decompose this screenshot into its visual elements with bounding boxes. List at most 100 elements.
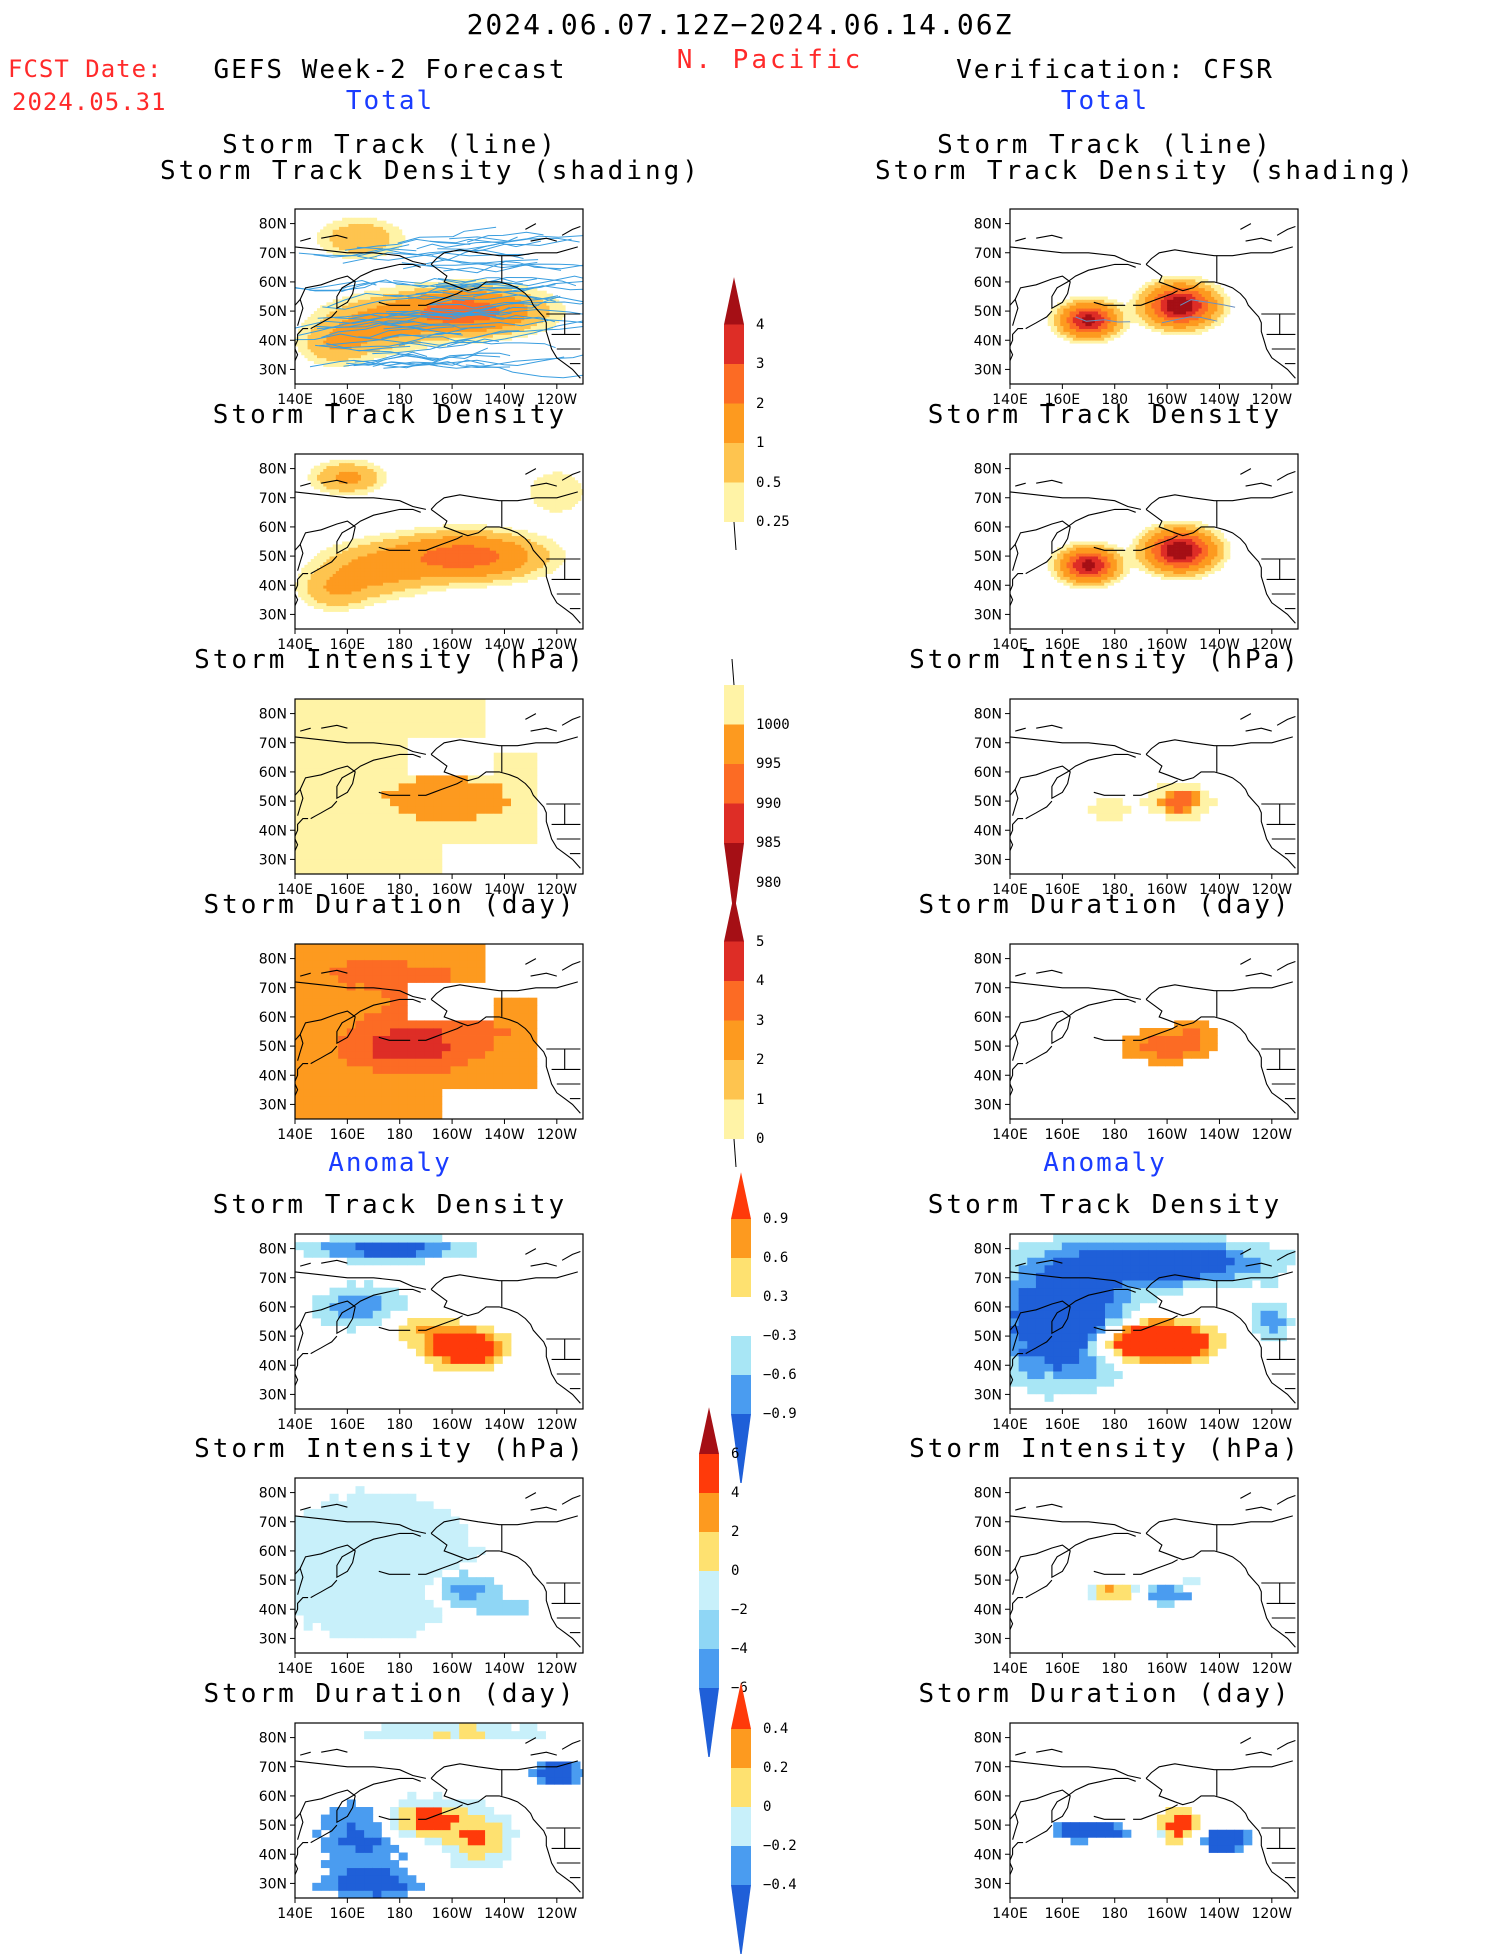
field-cell [333,565,337,568]
field-cell [446,305,450,308]
field-cell [540,305,544,308]
field-cell [339,232,343,235]
field-cell [477,562,481,565]
field-cell [1063,317,1067,320]
field-cell [308,574,312,577]
field-cell [323,469,327,472]
field-cell [440,553,444,556]
field-cell [433,527,437,530]
field-cell [1136,294,1140,297]
field-cell [411,346,415,349]
field-cell [543,547,547,550]
field-cell [465,574,469,577]
field-cell [364,244,368,247]
field-cell [361,326,365,329]
field-cell [1054,308,1058,311]
field-cell [1101,311,1105,314]
field-cell [364,299,368,302]
field-cell [493,577,497,580]
field-cell [333,472,337,475]
field-cell [487,559,491,562]
field-cell [311,574,315,577]
field-cell [320,582,324,585]
field-cell [440,588,444,591]
field-cell [490,577,494,580]
field-cell [1120,317,1124,320]
field-cell [1173,314,1177,317]
field-cell [323,585,327,588]
field-cell [496,530,500,533]
field-cell [440,533,444,536]
field-cell [339,588,343,591]
field-cell [527,320,531,323]
field-cell [1111,311,1115,314]
field-cell [1189,291,1193,294]
field-cell [1199,326,1203,329]
field-cell [1192,326,1196,329]
field-cell [358,486,362,489]
field-cell [1057,305,1061,308]
field-cell [399,553,403,556]
field-cell [358,588,362,591]
field-cell [314,474,318,477]
field-cell [355,332,359,335]
field-cell [418,553,422,556]
field-cell [527,553,531,556]
field-cell [462,577,466,580]
field-cell [452,562,456,565]
field-cell [389,597,393,600]
field-cell [471,550,475,553]
field-cell [424,527,428,530]
field-cell [330,609,334,612]
field-cell [427,299,431,302]
field-cell [484,539,488,542]
field-cell [446,334,450,337]
field-cell [386,594,390,597]
field-cell [370,562,374,565]
field-cell [411,594,415,597]
field-cell [323,582,327,585]
field-cell [1170,279,1174,282]
field-cell [1167,305,1171,308]
field-cell [1101,299,1105,302]
field-cell [1211,294,1215,297]
field-cell [333,544,337,547]
field-cell [1076,305,1080,308]
field-cell [1111,326,1115,329]
field-cell [518,297,522,300]
field-cell [534,562,538,565]
field-cell [405,337,409,340]
field-cell [358,556,362,559]
field-cell [370,241,374,244]
field-cell [402,559,406,562]
field-cell [499,559,503,562]
field-cell [374,556,378,559]
field-cell [336,221,340,224]
field-cell [367,238,371,241]
field-cell [330,469,334,472]
field-cell [465,547,469,550]
field-cell [1173,302,1177,305]
field-cell [408,530,412,533]
field-cell [361,224,365,227]
field-cell [314,562,318,565]
field-cell [1082,329,1086,332]
field-cell [339,483,343,486]
field-cell [1202,294,1206,297]
field-cell [449,533,453,536]
field-cell [1186,305,1190,308]
field-cell [452,305,456,308]
field-cell [1177,302,1181,305]
field-cell [389,591,393,594]
field-cell [1095,340,1099,343]
field-cell [364,460,368,463]
field-cell [1211,308,1215,311]
field-cell [1224,308,1228,311]
field-cell [421,556,425,559]
field-cell [418,574,422,577]
field-cell [374,355,378,358]
field-cell [323,553,327,556]
field-cell [1107,334,1111,337]
field-cell [1167,323,1171,326]
field-cell [1070,329,1074,332]
